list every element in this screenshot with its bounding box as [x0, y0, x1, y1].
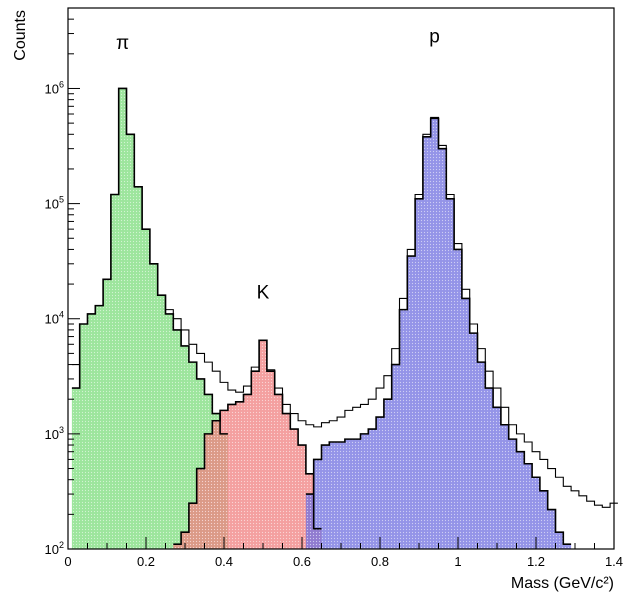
x-tick-label: 1.2	[527, 554, 545, 569]
y-tick-base: 10	[45, 312, 59, 327]
y-tick-base: 10	[45, 427, 59, 442]
y-tick-base: 10	[45, 542, 59, 557]
y-tick-exponent: 4	[59, 310, 64, 320]
x-tick-label: 1	[454, 554, 461, 569]
x-tick-label: 0	[64, 554, 71, 569]
x-tick-label: 0.6	[293, 554, 311, 569]
species-hatch-2	[173, 340, 322, 549]
y-tick-label: 105	[45, 195, 64, 212]
y-axis-title: Counts	[12, 10, 29, 61]
y-tick-label: 102	[45, 540, 64, 557]
species-fill-layer	[71, 88, 572, 550]
y-tick-label: 106	[45, 79, 64, 96]
y-tick-exponent: 5	[59, 195, 64, 205]
species-hatch-3	[305, 118, 572, 550]
species-outline-3	[305, 117, 572, 546]
peak-label: p	[429, 27, 440, 48]
peak-label: K	[257, 282, 270, 303]
y-tick-label: 103	[45, 425, 64, 442]
y-tick-base: 10	[45, 197, 59, 212]
peak-label: π	[116, 33, 129, 54]
x-axis-title: Mass (GeV/c²)	[511, 575, 614, 592]
x-tick-label: 1.4	[605, 554, 623, 569]
y-tick-label: 104	[45, 310, 64, 327]
species-outline-2	[173, 339, 322, 546]
x-tick-label: 0.2	[137, 554, 155, 569]
species-outline-1	[71, 87, 228, 435]
y-tick-exponent: 6	[59, 79, 64, 89]
x-axis: 0 0.2 0.4 0.6 0.8 1 1.2 1.4	[64, 537, 623, 569]
y-tick-exponent: 3	[59, 425, 64, 435]
peak-annotations: π Kp	[116, 27, 440, 304]
x-tick-label: 0.4	[215, 554, 233, 569]
y-tick-base: 10	[45, 81, 59, 96]
x-tick-label: 0.8	[371, 554, 389, 569]
histogram-line-layer	[71, 87, 618, 546]
y-tick-exponent: 2	[59, 540, 64, 550]
